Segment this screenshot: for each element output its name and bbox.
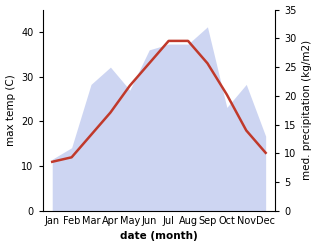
Y-axis label: med. precipitation (kg/m2): med. precipitation (kg/m2)	[302, 40, 313, 180]
Y-axis label: max temp (C): max temp (C)	[5, 74, 16, 146]
X-axis label: date (month): date (month)	[120, 231, 198, 242]
